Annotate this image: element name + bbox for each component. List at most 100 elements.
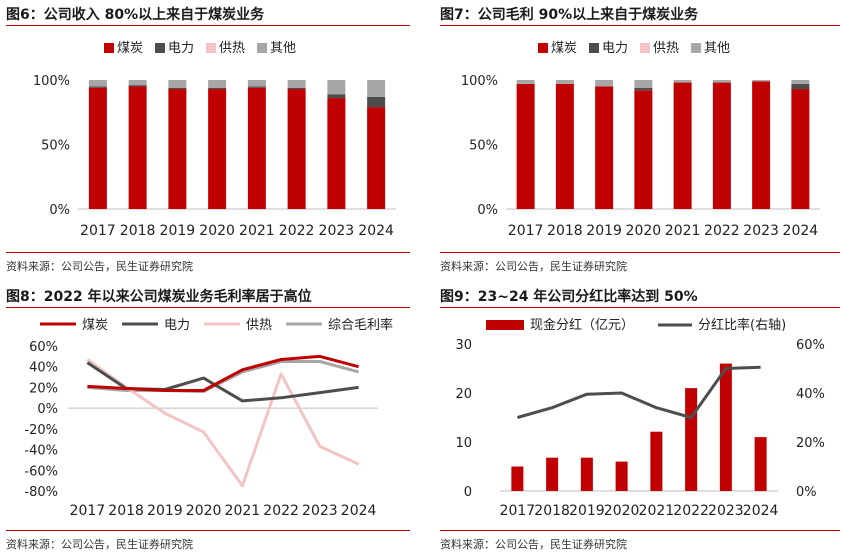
y-tick-label: -40% (24, 444, 58, 459)
bar-segment (752, 80, 771, 82)
x-tick-label: 2023 (708, 503, 744, 519)
bar-segment (88, 80, 107, 87)
x-tick-label: 2024 (358, 223, 394, 239)
title-rule (440, 307, 840, 308)
footer-rule (6, 252, 410, 253)
bar-segment (791, 89, 810, 209)
x-tick-label: 2018 (547, 223, 583, 239)
bar-segment (168, 80, 187, 88)
x-tick-label: 2021 (639, 503, 675, 519)
panel-dividend: 图9：23~24 年公司分红比率达到 50% 现金分红（亿元） 分红比率(右轴) 0… (440, 282, 840, 556)
panel-gross-margin: 图8：2022 年以来公司煤炭业务毛利率居于高位 煤炭 电力 供热 综合毛利率 -80%… (6, 282, 410, 556)
legend-label: 煤炭 (117, 41, 143, 56)
source-note: 资料来源：公司公告，民生证券研究院 (440, 260, 627, 273)
x-tick-label: 2022 (704, 223, 740, 239)
legend-swatch (691, 43, 701, 53)
bar-segment (88, 86, 107, 88)
y-tick-label: 60% (29, 340, 58, 355)
bar (754, 437, 767, 491)
legend-label: 现金分红（亿元） (530, 317, 634, 333)
bar-segment (208, 80, 227, 88)
bar-segment (208, 89, 227, 209)
x-tick-label: 2018 (120, 223, 156, 239)
y-tick-label: 10 (455, 436, 472, 451)
title-rule (6, 25, 410, 26)
legend-label: 电力 (168, 41, 194, 56)
bar-segment (367, 96, 386, 108)
bar (719, 363, 732, 491)
x-tick-label: 2021 (239, 223, 275, 239)
y2-tick-label: 40% (796, 387, 825, 402)
bar-segment (327, 94, 346, 99)
title-rule (440, 25, 840, 26)
bar-segment (634, 87, 653, 91)
chart-title: 图9：23~24 年公司分红比率达到 50% (440, 289, 698, 305)
bar-segment (168, 87, 187, 90)
bar (650, 431, 663, 491)
x-tick-label: 2019 (569, 503, 605, 519)
bar-segment (673, 82, 692, 209)
x-tick-label: 2018 (534, 503, 570, 519)
bar-segment (128, 85, 147, 87)
y-tick-label: 50% (41, 139, 70, 154)
bar-segment (287, 80, 306, 88)
legend-swatch (104, 43, 114, 53)
y-tick-label: 20 (455, 387, 472, 402)
footer-rule (6, 530, 410, 531)
chart-title: 图6：公司收入 80%以上来自于煤炭业务 (6, 7, 265, 23)
footer-rule (440, 252, 840, 253)
y-tick-label: 0% (37, 402, 58, 417)
x-tick-label: 2017 (80, 223, 116, 239)
y-tick-label: 20% (29, 381, 58, 396)
legend-label: 其他 (270, 41, 296, 56)
y-tick-label: -20% (24, 423, 58, 438)
bar (580, 457, 593, 491)
y-tick-label: 100% (461, 74, 498, 89)
y-tick-label: 100% (33, 74, 70, 89)
legend-swatch (538, 43, 548, 53)
x-tick-label: 2022 (673, 503, 709, 519)
series-line (87, 354, 359, 392)
legend-swatch (155, 43, 165, 53)
footer-rule (440, 530, 840, 531)
bar-segment (128, 80, 147, 86)
bar-segment (712, 80, 731, 83)
legend-swatch (589, 43, 599, 53)
bar-segment (634, 90, 653, 209)
source-note: 资料来源：公司公告，民生证券研究院 (6, 538, 193, 551)
y-tick-label: -80% (24, 485, 58, 500)
bar-segment (367, 107, 386, 209)
bar-segment (673, 80, 692, 83)
bar (615, 461, 628, 491)
y2-tick-label: 0% (796, 485, 817, 500)
x-tick-label: 2023 (743, 223, 779, 239)
ratio-line (516, 365, 761, 419)
y-tick-label: 0% (49, 203, 70, 218)
y-tick-label: 0 (464, 485, 472, 500)
legend-swatch (206, 43, 216, 53)
x-tick-label: 2017 (500, 503, 536, 519)
bar-segment (516, 80, 535, 84)
bar-segment (555, 80, 574, 84)
x-tick-label: 2024 (743, 503, 779, 519)
x-tick-label: 2017 (508, 223, 544, 239)
y-tick-label: 30 (455, 338, 472, 353)
x-tick-label: 2019 (586, 223, 622, 239)
bar-segment (595, 80, 614, 87)
bar-segment (247, 86, 266, 88)
bar-segment (287, 87, 306, 90)
bar-segment (88, 87, 107, 209)
bar-segment (791, 80, 810, 84)
x-tick-label: 2020 (186, 503, 222, 519)
legend-swatch (486, 320, 524, 330)
legend-label: 分红比率(右轴) (698, 317, 786, 333)
chart-title: 图7：公司毛利 90%以上来自于煤炭业务 (440, 7, 699, 23)
legend-label: 供热 (246, 318, 272, 333)
x-tick-label: 2019 (147, 503, 183, 519)
source-note: 资料来源：公司公告，民生证券研究院 (6, 260, 193, 273)
x-tick-label: 2022 (279, 223, 315, 239)
x-tick-label: 2021 (665, 223, 701, 239)
legend-label: 煤炭 (551, 41, 577, 56)
x-tick-label: 2022 (263, 503, 299, 519)
bar-segment (555, 83, 574, 209)
